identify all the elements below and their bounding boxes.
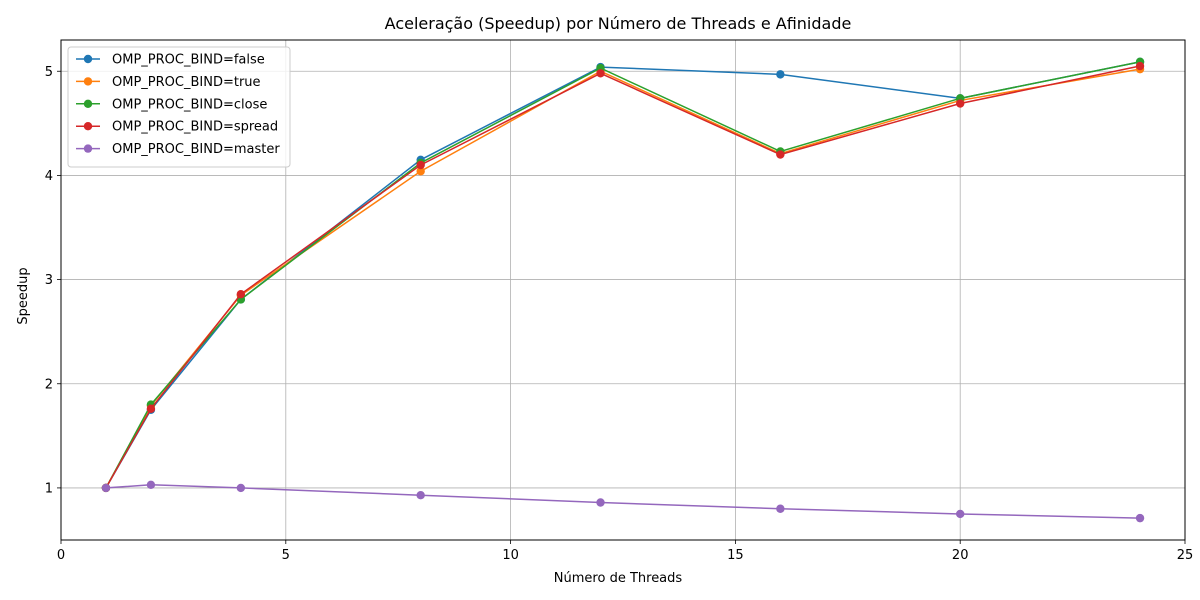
data-point	[1135, 513, 1145, 523]
legend-label: OMP_PROC_BIND=false	[112, 53, 265, 68]
data-point	[596, 69, 605, 78]
data-point	[236, 289, 246, 299]
legend: OMP_PROC_BIND=false OMP_PROC_BIND=true OMP…	[67, 46, 291, 168]
y-axis-label: Speedup	[16, 267, 31, 324]
x-tick-label: 20	[952, 548, 969, 563]
series-layer	[101, 57, 1145, 523]
data-point	[776, 504, 785, 513]
legend-swatch-marker	[83, 77, 93, 86]
x-tick-label: 10	[502, 548, 519, 563]
legend-entry: OMP_PROC_BIND=false	[76, 53, 265, 68]
data-point	[236, 483, 246, 493]
data-point	[146, 404, 156, 413]
x-tick-label: 15	[727, 548, 744, 563]
data-point	[776, 70, 785, 79]
data-point	[956, 509, 965, 519]
legend-label: OMP_PROC_BIND=true	[112, 75, 261, 90]
data-point	[101, 483, 111, 493]
chart-title: Aceleração (Speedup) por Número de Threa…	[385, 14, 852, 33]
x-tick-label: 25	[1177, 548, 1194, 563]
y-axis: 1 2 3 4 5	[45, 65, 61, 496]
legend-entry: OMP_PROC_BIND=true	[76, 75, 261, 90]
y-tick-label: 4	[45, 169, 53, 184]
legend-swatch-marker	[83, 54, 93, 64]
data-point	[416, 491, 425, 500]
series-line	[105, 61, 1141, 489]
y-tick-label: 1	[45, 481, 53, 496]
x-tick-label: 0	[57, 548, 65, 563]
data-point	[416, 160, 425, 170]
series-line	[105, 484, 1141, 519]
x-tick-label: 5	[282, 548, 290, 563]
legend-swatch-marker	[83, 144, 93, 153]
series-4	[101, 480, 1145, 523]
x-axis: 0 5 10 15 20 25	[57, 540, 1193, 563]
legend-swatch-marker	[83, 99, 93, 109]
legend-box	[67, 46, 291, 168]
series-line	[105, 65, 1141, 489]
y-tick-label: 3	[45, 273, 53, 288]
plot-frame	[60, 39, 1186, 541]
series-line	[105, 61, 1141, 489]
x-axis-label: Número de Threads	[554, 571, 683, 586]
legend-label: OMP_PROC_BIND=spread	[112, 120, 278, 135]
legend-swatch-marker	[83, 122, 93, 131]
y-tick-label: 2	[45, 377, 53, 392]
y-tick-label: 5	[45, 65, 53, 80]
data-point	[596, 498, 605, 507]
legend-entry: OMP_PROC_BIND=master	[76, 142, 280, 157]
data-point	[416, 167, 425, 176]
legend-entry: OMP_PROC_BIND=spread	[76, 120, 278, 135]
legend-label: OMP_PROC_BIND=close	[112, 97, 267, 112]
data-point	[1135, 61, 1145, 71]
data-point	[146, 480, 156, 489]
data-point	[956, 99, 965, 108]
data-point	[776, 150, 785, 159]
legend-entry: OMP_PROC_BIND=close	[76, 97, 267, 112]
legend-label: OMP_PROC_BIND=master	[112, 142, 280, 157]
